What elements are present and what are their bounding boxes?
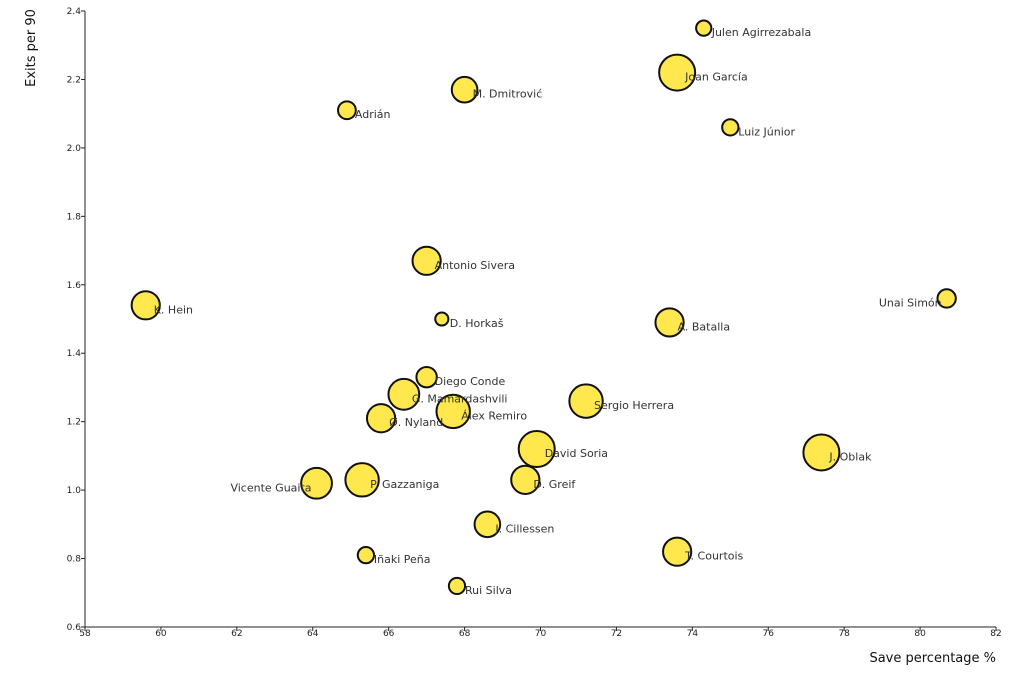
point-label: M. Dmitrović [473,88,543,101]
bubble-point[interactable] [344,462,380,498]
bubble-point[interactable] [802,433,841,472]
bubble-point[interactable] [447,576,467,596]
ticks: 58 60 62 64 66 68 70 72 74 76 78 80 82 0.6 0.8 1.0 1.2 1.… [67,7,1002,639]
x-tick-label: 64 [307,629,319,639]
bubble-point[interactable] [721,118,740,137]
point-label: Antonio Sivera [435,259,515,272]
bubble-point[interactable] [510,464,541,495]
x-tick-label: 58 [79,629,91,639]
bubble-point[interactable] [411,245,442,276]
point-label: Diego Conde [435,375,506,388]
point-label: Luiz Júnior [738,125,795,138]
point-label: Joan García [684,71,748,84]
y-tick-label: 1.6 [67,281,82,291]
point-label: J. Oblak [828,450,872,463]
point-label: P. Gazzaniga [370,478,439,491]
point-labels: Julen Agirrezabala Joan García M. Dmitrovi… [154,26,942,597]
x-tick-label: 82 [990,629,1001,639]
x-tick-label: 68 [459,629,471,639]
bubbles [130,19,957,596]
x-tick-label: 72 [611,629,622,639]
bubble-point[interactable] [365,403,397,434]
x-tick-label: 62 [231,629,242,639]
bubble-point[interactable] [337,100,357,121]
bubble-point[interactable] [658,53,697,92]
bubble-point[interactable] [387,377,421,411]
point-label: Julen Agirrezabala [711,26,811,39]
y-tick-label: 2.0 [67,144,82,154]
x-axis-title: Save percentage % [869,651,996,666]
bubble-point[interactable] [130,290,161,321]
point-label: Álex Remiro [461,409,527,422]
x-tick-label: 80 [914,629,926,639]
y-axis-title: Exits per 90 [24,9,39,87]
bubble-point[interactable] [568,383,604,419]
bubble-point[interactable] [434,311,450,327]
bubble-point[interactable] [450,75,479,104]
x-tick-label: 60 [155,629,167,639]
bubble-point[interactable] [415,365,438,389]
y-tick-label: 1.0 [67,486,82,496]
bubble-point[interactable] [936,288,957,309]
point-label: A. Batalla [678,320,731,333]
point-label: Ø. Nyland [389,416,443,429]
bubble-point[interactable] [654,307,685,338]
bubble-point[interactable] [473,510,502,539]
bubble-point[interactable] [695,19,713,37]
x-tick-label: 74 [687,629,699,639]
y-tick-label: 1.4 [67,349,82,359]
y-tick-label: 1.8 [67,212,82,222]
x-tick-label: 78 [838,629,850,639]
point-label: Iñaki Peña [374,553,431,566]
point-label: J. Cillessen [494,522,554,535]
point-label: Rui Silva [465,584,512,597]
point-label: Adrián [355,108,391,121]
point-label: Unai Simón [879,296,942,309]
point-label: David Soria [545,447,608,460]
bubble-point[interactable] [517,430,556,469]
bubble-point[interactable] [356,546,376,565]
x-tick-label: 66 [383,629,395,639]
x-tick-label: 70 [535,629,547,639]
point-label: K. Hein [154,303,193,316]
bubble-point[interactable] [435,393,471,430]
x-tick-label: 76 [763,629,775,639]
y-tick-label: 2.2 [67,75,81,85]
bubble-point[interactable] [300,466,333,500]
y-tick-label: 2.4 [67,7,82,17]
y-tick-label: 0.6 [67,623,82,633]
point-label: D. Horkaš [450,317,504,330]
bubble-point[interactable] [662,536,693,567]
y-tick-label: 0.8 [67,555,82,565]
y-tick-label: 1.2 [67,418,81,428]
point-label: Vicente Guaita [230,481,311,494]
point-label: G. Mamardashvili [412,392,508,405]
point-label: T. Courtois [684,550,743,563]
point-label: D. Greif [533,478,576,491]
point-label: Sergio Herrera [594,399,674,412]
